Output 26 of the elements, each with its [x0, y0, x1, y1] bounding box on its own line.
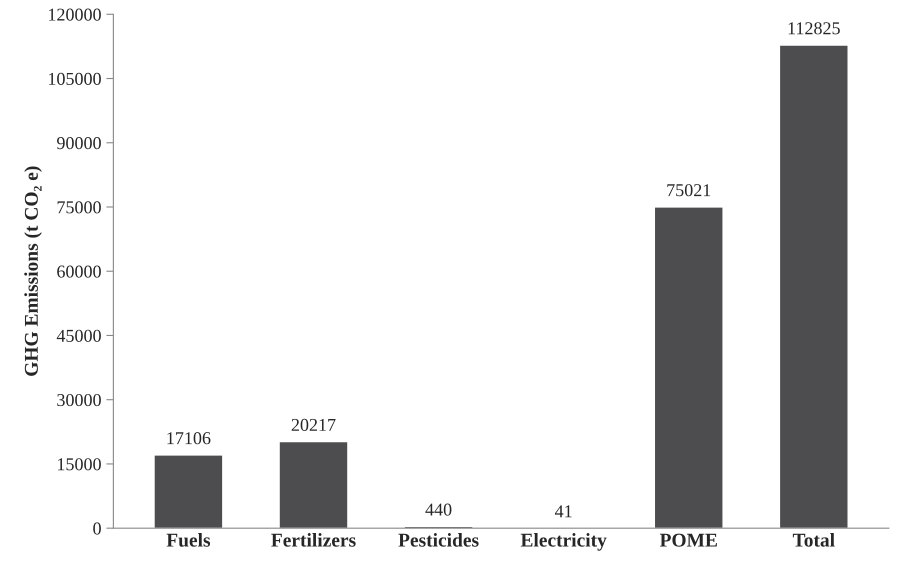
data-label: 75021 [667, 184, 710, 196]
y-tick-label: 105000 [48, 72, 101, 85]
x-tick-label: POME [660, 534, 717, 547]
y-tick-label: 90000 [57, 137, 101, 150]
bar [278, 440, 349, 528]
x-tick-label: Fertilizers [271, 533, 356, 547]
y-tick-label: 45000 [56, 330, 101, 342]
data-label: 41 [554, 505, 572, 518]
x-tick-label: Pesticides [398, 533, 479, 547]
y-tick-label: 15000 [58, 458, 101, 470]
data-label: 20217 [292, 418, 336, 431]
y-tick-label: 120000 [48, 8, 101, 21]
data-label: 17106 [167, 432, 210, 444]
y-tick-label: 30000 [57, 394, 101, 406]
bar [153, 454, 224, 528]
y-tick-label: 60000 [57, 265, 101, 278]
data-label: 112825 [788, 22, 840, 34]
y-axis-title: GHG Emissions (t CO₂ e) [24, 166, 42, 376]
x-tick-label: Total [792, 533, 835, 547]
x-tick-label: Electricity [520, 533, 607, 551]
data-label: 440 [425, 503, 452, 516]
x-tick-label: Fuels [166, 533, 210, 547]
y-tick-label: 0 [93, 522, 101, 535]
bar [654, 206, 724, 528]
bar [778, 44, 849, 528]
y-tick-label: 75000 [58, 201, 101, 214]
